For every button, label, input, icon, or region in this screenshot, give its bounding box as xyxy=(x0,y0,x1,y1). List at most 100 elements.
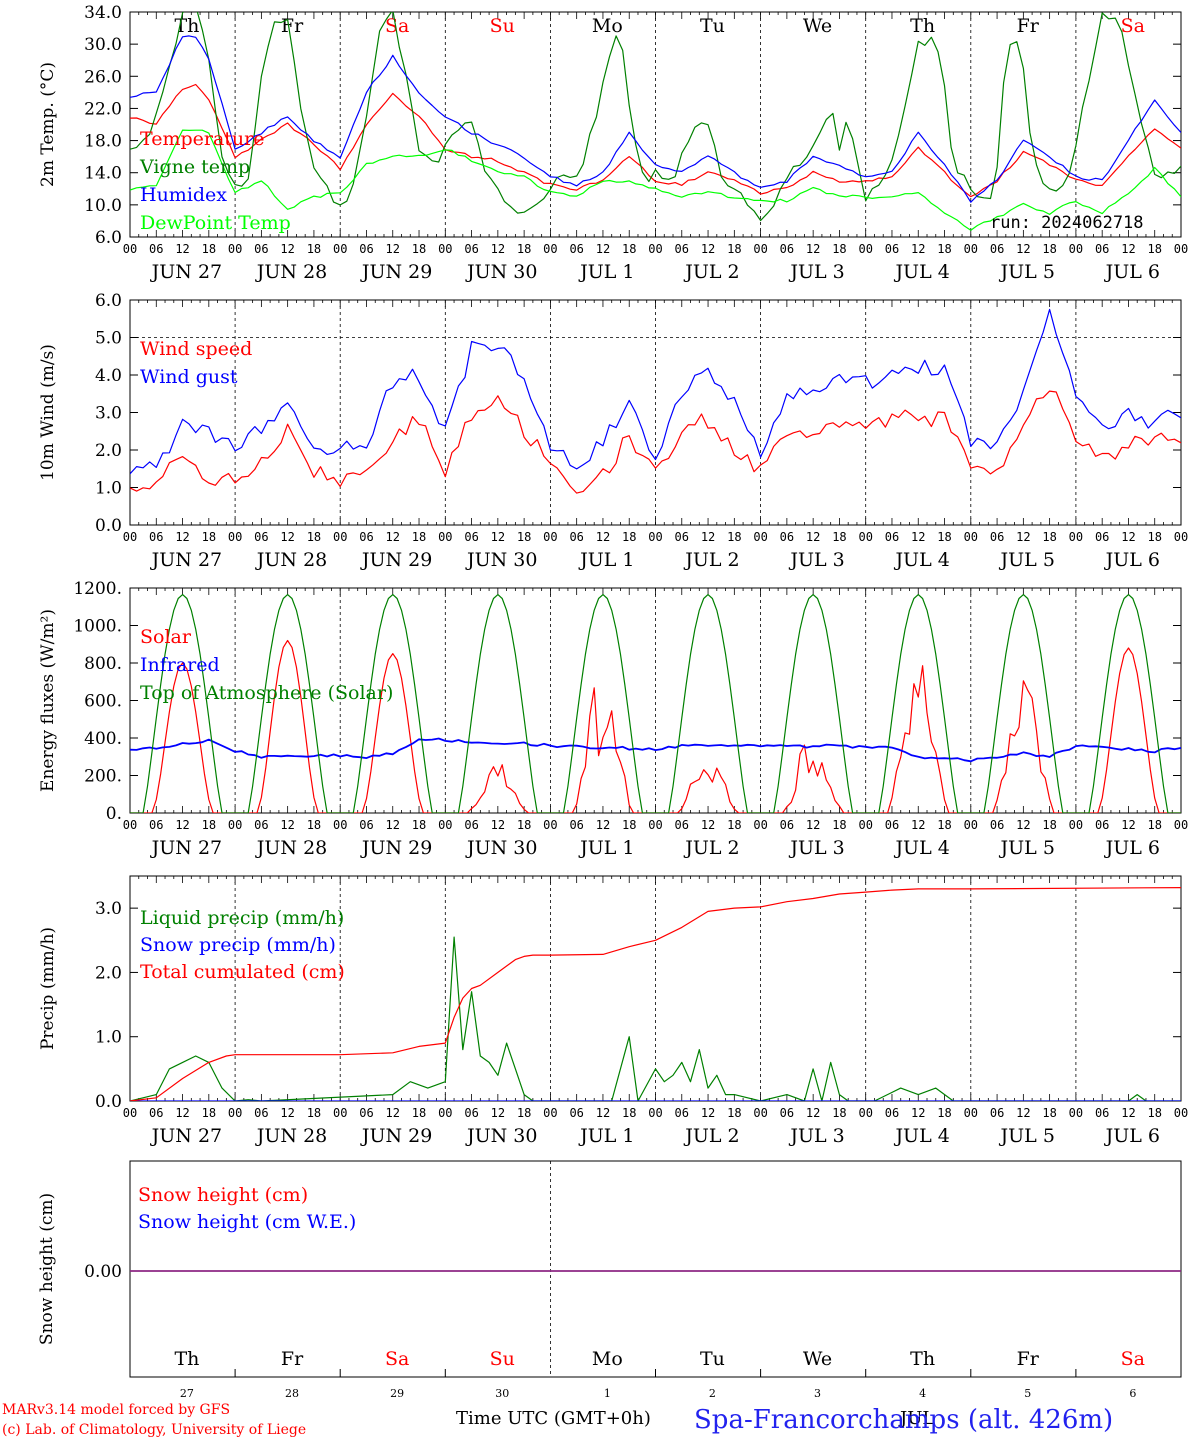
series-group xyxy=(130,887,1181,1101)
hour-label: 06 xyxy=(254,530,268,544)
date-label: JUN 29 xyxy=(360,549,432,571)
date-label: JUL 4 xyxy=(893,837,949,859)
hour-label: 06 xyxy=(885,242,899,256)
date-label: JUL 4 xyxy=(893,549,949,571)
series-line-liquid-precip-mm-h xyxy=(130,936,1181,1101)
hour-label: 18 xyxy=(832,1106,846,1120)
hour-label: 18 xyxy=(1147,242,1161,256)
legend-label: Vigne temp xyxy=(139,156,250,178)
hour-label: 18 xyxy=(202,1106,216,1120)
hour-label: 12 xyxy=(806,1106,820,1120)
hour-label: 18 xyxy=(202,530,216,544)
date-label: JUL 4 xyxy=(893,261,949,283)
hour-label: 18 xyxy=(307,818,321,832)
hour-label: 12 xyxy=(806,818,820,832)
hour-label: 00 xyxy=(964,242,978,256)
hour-label: 00 xyxy=(438,530,452,544)
hour-label: 06 xyxy=(675,530,689,544)
hour-label: 00 xyxy=(858,818,872,832)
hour-label: 00 xyxy=(123,818,137,832)
series-line-solar xyxy=(130,639,1181,813)
hour-label: 00 xyxy=(228,242,242,256)
date-label: JUL 5 xyxy=(999,261,1055,283)
day-name-label: We xyxy=(803,1348,832,1370)
hour-label: 12 xyxy=(1121,1106,1135,1120)
hour-label: 06 xyxy=(885,530,899,544)
date-label: JUN 27 xyxy=(150,837,222,859)
series-line-top-of-atmosphere-solar xyxy=(130,594,1181,813)
hour-label: 12 xyxy=(175,530,189,544)
date-label: JUL 2 xyxy=(683,261,739,283)
series-line-wind-speed xyxy=(130,390,1181,494)
hour-label: 00 xyxy=(1174,242,1188,256)
date-label: JUN 30 xyxy=(465,837,537,859)
hour-label: 12 xyxy=(596,1106,610,1120)
hour-label: 06 xyxy=(1095,1106,1109,1120)
series-line-humidex xyxy=(130,35,1181,203)
hour-label: 06 xyxy=(990,1106,1004,1120)
hour-label: 12 xyxy=(175,818,189,832)
hour-label: 00 xyxy=(1174,1106,1188,1120)
hour-label: 06 xyxy=(359,818,373,832)
hour-label: 12 xyxy=(911,818,925,832)
hour-label: 00 xyxy=(1069,530,1083,544)
date-label: JUN 27 xyxy=(150,1125,222,1147)
hour-label: 12 xyxy=(491,818,505,832)
hour-label: 18 xyxy=(202,818,216,832)
date-label: JUN 30 xyxy=(465,549,537,571)
y-tick-label: 18.0 xyxy=(84,132,122,152)
date-label: JUL 1 xyxy=(578,549,634,571)
hour-label: 00 xyxy=(1069,242,1083,256)
day-name-label: Tu xyxy=(700,15,725,37)
y-axis-label: 2m Temp. (°C) xyxy=(38,62,58,187)
legend-label: Humidex xyxy=(140,184,227,206)
y-tick-label: 1.0 xyxy=(95,479,122,499)
hour-label: 12 xyxy=(806,530,820,544)
y-tick-label: 0.00 xyxy=(84,1262,122,1282)
hour-label: 00 xyxy=(964,1106,978,1120)
y-axis-label: Energy fluxes (W/m²) xyxy=(38,609,58,792)
series-line-infrared xyxy=(130,737,1181,763)
hour-label: 12 xyxy=(701,242,715,256)
hour-label: 12 xyxy=(701,1106,715,1120)
hour-label: 18 xyxy=(832,530,846,544)
date-label: JUN 28 xyxy=(255,1125,327,1147)
series-line-vigne-temp xyxy=(130,12,1181,222)
day-name-label: Sa xyxy=(385,1348,409,1370)
hour-label: 00 xyxy=(228,1106,242,1120)
hour-label: 06 xyxy=(569,530,583,544)
date-label: JUN 27 xyxy=(150,261,222,283)
hour-label: 00 xyxy=(228,818,242,832)
hour-label: 18 xyxy=(1042,530,1056,544)
series-line-wind-gust xyxy=(130,308,1181,475)
hour-label: 18 xyxy=(937,1106,951,1120)
hour-label: 00 xyxy=(964,530,978,544)
hour-label: 18 xyxy=(622,1106,636,1120)
hour-label: 06 xyxy=(990,818,1004,832)
day-number-label: 5 xyxy=(1024,1387,1031,1400)
y-tick-label: 26.0 xyxy=(84,67,122,87)
hour-label: 18 xyxy=(517,1106,531,1120)
hour-label: 06 xyxy=(780,1106,794,1120)
hour-label: 12 xyxy=(911,242,925,256)
series-line-temperature xyxy=(130,83,1181,198)
month-label: JUL xyxy=(898,1408,934,1429)
day-name-label: Fr xyxy=(1017,1348,1040,1370)
date-label: JUL 6 xyxy=(1104,837,1160,859)
hour-label: 18 xyxy=(937,818,951,832)
date-label: JUL 1 xyxy=(578,837,634,859)
legend-label: DewPoint Temp xyxy=(140,212,291,234)
hour-label: 00 xyxy=(858,1106,872,1120)
hour-label: 00 xyxy=(543,530,557,544)
hour-label: 18 xyxy=(517,818,531,832)
y-tick-label: 2.0 xyxy=(95,963,122,983)
y-tick-label: 1000. xyxy=(73,617,122,637)
hour-label: 06 xyxy=(254,1106,268,1120)
legend-label: Top of Atmosphere (Solar) xyxy=(140,682,393,704)
hour-label: 18 xyxy=(727,1106,741,1120)
series-line-dewpoint-temp xyxy=(130,129,1181,231)
y-tick-label: 600. xyxy=(84,692,122,712)
hour-label: 00 xyxy=(753,530,767,544)
hour-label: 06 xyxy=(149,242,163,256)
hour-label: 12 xyxy=(280,242,294,256)
